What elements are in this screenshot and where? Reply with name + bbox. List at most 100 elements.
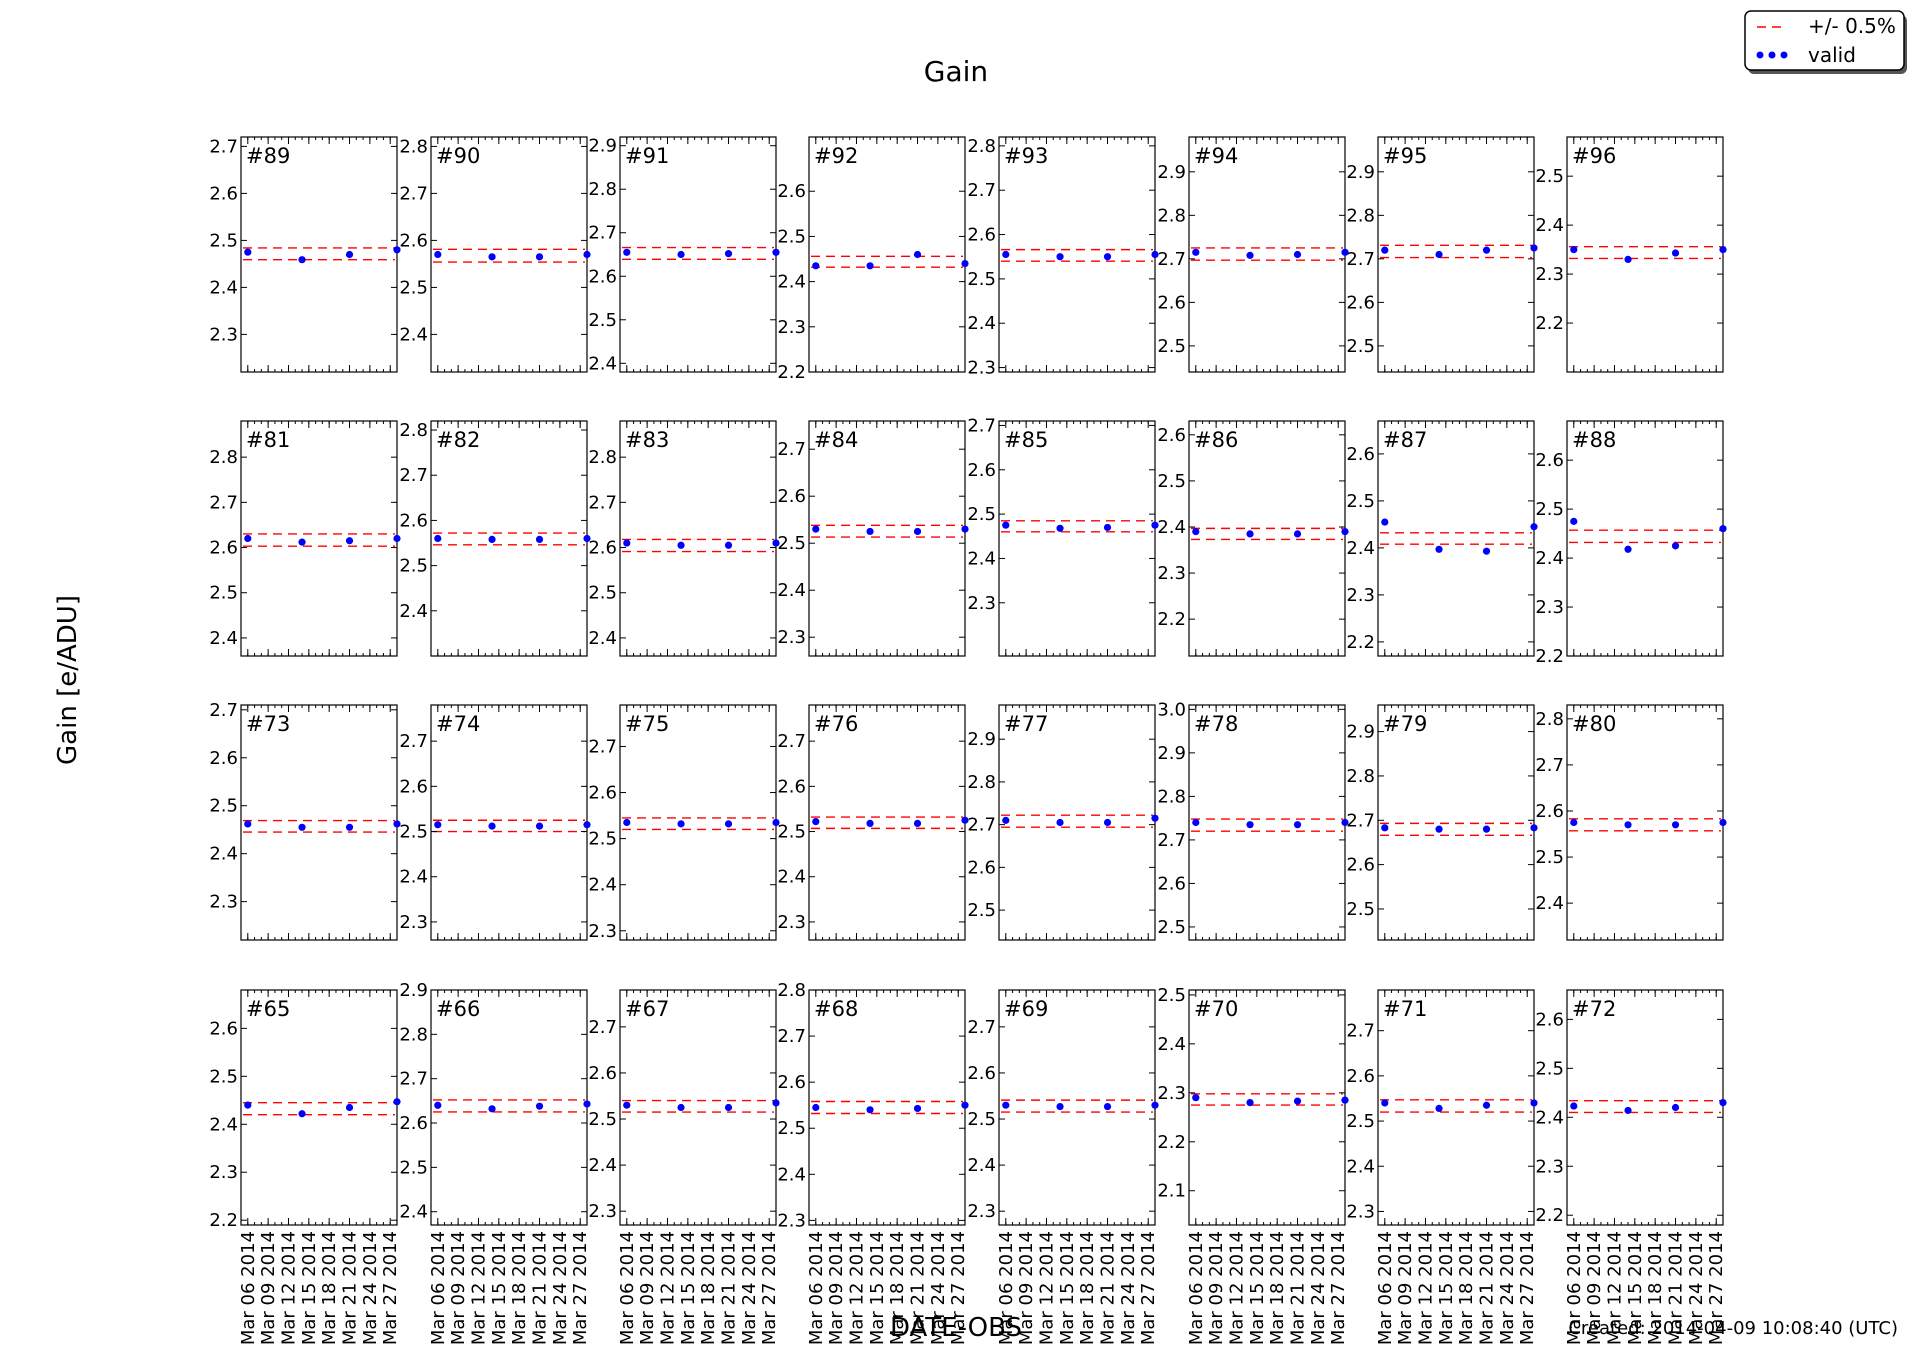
data-point (244, 248, 252, 256)
x-tick-label: Mar 12 2014 (278, 1231, 299, 1345)
data-point (1530, 523, 1538, 531)
x-tick-label: Mar 21 2014 (908, 1231, 929, 1345)
data-point (1341, 527, 1349, 536)
y-tick-label: 2.3 (1157, 563, 1186, 584)
y-tick-label: 2.7 (1535, 755, 1564, 776)
y-tick-label: 2.9 (967, 729, 996, 750)
data-point (1151, 814, 1159, 822)
y-tick-label: 2.6 (777, 181, 806, 202)
data-point (812, 817, 820, 826)
y-tick-label: 2.7 (777, 731, 806, 752)
data-point (1624, 1106, 1632, 1115)
panel: 2.3 2.4 2.5 2.6 2.7 #89 (209, 136, 401, 373)
y-tick-label: 2.6 (209, 748, 238, 769)
x-tick-label: Mar 21 2014 (1288, 1231, 1309, 1345)
data-point (1482, 825, 1491, 833)
panel: 2.3 2.4 2.5 2.6 2.7 2.8 #93 (967, 136, 1159, 379)
data-point (913, 527, 922, 536)
data-point (1002, 816, 1010, 824)
data-point (1103, 523, 1112, 532)
x-tick-label: Mar 27 2014 (1517, 1231, 1538, 1345)
y-tick-label: 2.1 (1157, 1181, 1186, 1202)
y-tick-label: 2.5 (209, 583, 238, 604)
data-point (434, 821, 442, 829)
y-tick-label: 2.4 (399, 867, 428, 888)
y-tick-label: 2.6 (777, 486, 806, 507)
data-point (1103, 818, 1112, 827)
panel: 2.4 2.5 2.6 2.7 2.8 2.9 #91 (588, 136, 780, 374)
panel: 2.2 2.3 2.4 2.5 2.6 #86 (1157, 420, 1349, 657)
panel-title: #94 (1194, 144, 1238, 168)
data-point (583, 1100, 591, 1108)
x-tick-label: Mar 06 2014 (617, 1231, 638, 1345)
x-tick-label: Mar 09 2014 (1395, 1231, 1416, 1345)
y-tick-label: 2.4 (209, 1114, 238, 1135)
y-tick-label: 2.4 (588, 353, 617, 374)
y-tick-label: 2.5 (1157, 336, 1186, 357)
panel-title: #72 (1572, 997, 1616, 1021)
panel-title: #65 (246, 997, 290, 1021)
y-tick-label: 2.7 (777, 1026, 806, 1047)
panel-title: #84 (814, 428, 858, 452)
panel: 2.4 2.5 2.6 2.7 2.8 #90 (399, 136, 591, 373)
y-tick-label: 2.5 (209, 230, 238, 251)
y-tick-label: 2.5 (777, 533, 806, 554)
x-tick-label: Mar 21 2014 (719, 1231, 740, 1345)
y-tick-label: 2.7 (1346, 1021, 1375, 1042)
y-tick-label: 2.3 (588, 921, 617, 942)
data-point (488, 822, 496, 830)
y-tick-label: 2.6 (967, 460, 996, 481)
panel-title: #68 (814, 997, 858, 1021)
y-tick-label: 2.7 (588, 1017, 617, 1038)
created-timestamp: Created: 2014-04-09 10:08:40 (UTC) (1568, 1318, 1898, 1339)
y-tick-label: 2.7 (967, 1017, 996, 1038)
data-point (1002, 1101, 1010, 1109)
x-tick-label: Mar 24 2014 (1686, 1231, 1707, 1345)
data-point (1624, 255, 1632, 263)
data-point (1381, 246, 1389, 254)
y-tick-label: 2.4 (399, 1202, 428, 1223)
legend-point-swatch (1768, 51, 1776, 59)
data-point (812, 262, 820, 270)
y-tick-label: 2.9 (399, 980, 428, 1001)
x-tick-label: Mar 24 2014 (1118, 1231, 1139, 1345)
panel-grid: 2.32.42.52.62.7 #892.42.52.62.72.8 #902.42… (209, 136, 1727, 1345)
y-tick-label: 2.5 (1157, 985, 1186, 1006)
figure-title: Gain (924, 55, 988, 88)
y-tick-label: 2.4 (399, 601, 428, 622)
y-tick-label: 2.6 (399, 776, 428, 797)
y-tick-label: 2.5 (967, 504, 996, 525)
panel: 2.5 2.6 2.7 2.8 2.9 #95 (1346, 136, 1538, 373)
y-tick-label: 2.5 (1535, 166, 1564, 187)
panel-frame (430, 420, 588, 657)
data-point (913, 1104, 922, 1113)
data-point (623, 248, 631, 256)
panel: 2.5 2.6 2.7 2.8 2.9 #94 (1157, 136, 1349, 373)
y-tick-label: 2.4 (1535, 548, 1564, 569)
data-point (961, 259, 969, 268)
y-tick-label: 2.6 (399, 1113, 428, 1134)
y-tick-label: 2.5 (967, 900, 996, 921)
y-tick-label: 2.5 (399, 277, 428, 298)
x-tick-label: Mar 24 2014 (360, 1231, 381, 1345)
x-tick-label: Mar 09 2014 (258, 1231, 279, 1345)
x-tick-label: Mar 12 2014 (468, 1231, 489, 1345)
y-tick-label: 2.2 (1535, 313, 1564, 334)
y-tick-label: 2.6 (1157, 873, 1186, 894)
data-point (298, 538, 306, 546)
x-tick-label: Mar 18 2014 (1456, 1231, 1477, 1345)
y-tick-label: 2.7 (588, 736, 617, 757)
panel: 2.5 2.6 2.7 2.8 2.9 3.0 #78 (1157, 699, 1349, 941)
panel-frame (1188, 136, 1346, 373)
x-tick-label: Mar 27 2014 (1138, 1231, 1159, 1345)
y-tick-label: 2.4 (1346, 1156, 1375, 1177)
data-point (488, 535, 496, 544)
panel: 2.4 2.5 2.6 2.7 2.8 #82 (399, 420, 591, 657)
x-tick-label: Mar 18 2014 (1077, 1231, 1098, 1345)
y-tick-label: 2.2 (209, 1210, 238, 1231)
panel: 2.5 2.6 2.7 2.8 2.9 #77 (967, 704, 1159, 941)
y-tick-label: 2.6 (777, 1072, 806, 1093)
x-tick-label: Mar 24 2014 (1497, 1231, 1518, 1345)
